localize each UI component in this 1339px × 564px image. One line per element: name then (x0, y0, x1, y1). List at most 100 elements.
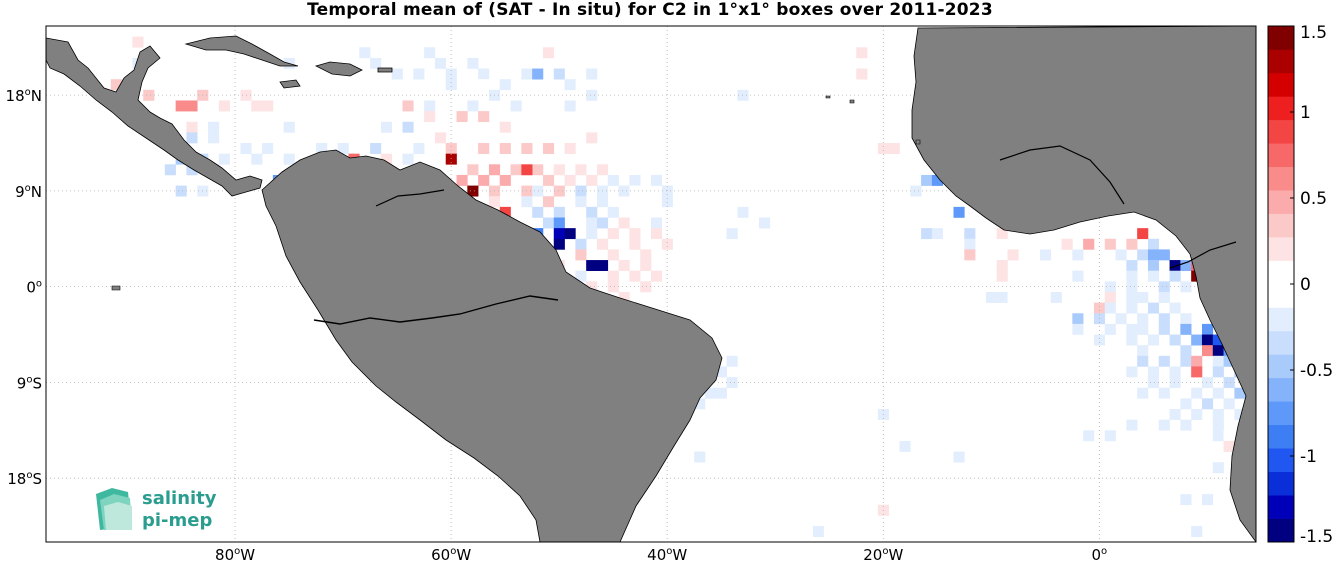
data-cell (1191, 366, 1203, 378)
data-cell (1126, 526, 1138, 537)
data-cell (1223, 430, 1235, 442)
data-cell (975, 291, 987, 303)
colorbar-segment (1268, 401, 1294, 426)
data-cell (607, 174, 619, 186)
data-cell (1169, 409, 1181, 420)
data-cell (931, 174, 943, 186)
data-cell (208, 132, 220, 144)
data-cell (510, 100, 522, 112)
data-cell (553, 217, 565, 229)
data-cell (1072, 291, 1084, 303)
data-cell (1083, 419, 1095, 431)
data-cell (542, 174, 555, 186)
lon-tick-label: 60oW (431, 546, 471, 564)
colorbar-segment (1268, 471, 1294, 496)
data-cell (251, 153, 263, 165)
colorbar-segment (1268, 119, 1294, 144)
data-cell (575, 185, 587, 197)
data-cell (251, 100, 263, 112)
data-cell (672, 483, 684, 495)
data-cell (467, 100, 479, 112)
data-cell (380, 153, 393, 165)
data-cell (424, 100, 436, 112)
data-cell (1126, 366, 1138, 378)
data-cell (532, 68, 544, 80)
data-cell (1158, 323, 1170, 335)
data-cell (370, 143, 382, 154)
data-cell (1061, 238, 1073, 250)
colorbar-segment (1268, 377, 1294, 402)
colorbar-segment (1268, 448, 1294, 472)
data-cell (651, 217, 663, 229)
land-cape-verde (825, 95, 855, 104)
lat-tick-label: 9oS (17, 374, 42, 392)
data-cell (964, 238, 976, 250)
river-amazon (313, 295, 559, 325)
data-cell (823, 526, 835, 537)
data-cell (618, 153, 630, 165)
data-cell (478, 174, 490, 186)
data-cell (402, 153, 414, 165)
data-cell (1158, 387, 1170, 399)
data-cell (953, 526, 965, 537)
data-cell (1169, 260, 1181, 272)
data-cell (1137, 345, 1149, 357)
land-hispaniola (314, 61, 363, 77)
data-cell (715, 387, 727, 399)
data-cell (175, 185, 187, 197)
data-cell (910, 398, 922, 410)
data-cell (467, 57, 479, 69)
lat-tick-label: 0o (26, 279, 42, 297)
data-cell (877, 196, 889, 208)
data-cell (629, 238, 641, 250)
data-cell (1180, 323, 1192, 335)
data-cell (445, 143, 457, 154)
data-cell (1201, 323, 1214, 335)
colorbar-segment (1268, 307, 1294, 332)
data-cell (996, 526, 1008, 537)
data-cell (1104, 291, 1116, 303)
data-cell (143, 89, 155, 101)
data-cell (1147, 249, 1160, 261)
data-cell (445, 79, 457, 91)
data-cell (1072, 313, 1084, 325)
data-cell (218, 100, 230, 112)
data-cell (1169, 377, 1181, 389)
data-cell (1093, 334, 1106, 346)
data-cell (1158, 419, 1170, 431)
data-cell (607, 206, 619, 218)
data-cell (1137, 387, 1149, 399)
data-cell (564, 228, 576, 240)
data-cell (888, 143, 900, 154)
data-cell (478, 79, 490, 91)
data-cell (910, 185, 922, 197)
data-cell (1223, 355, 1235, 367)
data-cell (726, 228, 738, 240)
data-cell (1029, 291, 1041, 303)
land-central-america (46, 37, 263, 197)
data-cell (337, 121, 349, 133)
data-cell (1212, 419, 1224, 431)
data-cell (434, 132, 447, 144)
data-cell (186, 164, 198, 176)
data-cell (1191, 355, 1203, 367)
data-cell (813, 260, 825, 272)
data-cell (542, 143, 555, 154)
data-cell (867, 377, 879, 389)
data-cell (705, 387, 717, 399)
data-cell (283, 121, 295, 133)
data-cell (651, 174, 663, 186)
data-cell (996, 270, 1008, 282)
data-cell (705, 238, 717, 250)
data-cell (564, 143, 576, 154)
river-niger (999, 145, 1125, 205)
colorbar: 1.5 1 0.5 0 -0.5 -1 -1.5 (1267, 23, 1333, 547)
data-cell (1039, 270, 1052, 282)
data-cell (694, 196, 706, 208)
data-cell (1223, 377, 1235, 389)
data-cell (1147, 302, 1160, 314)
data-cell (532, 100, 544, 112)
colorbar-tick-label: 0 (1300, 275, 1311, 295)
data-cell (1126, 323, 1138, 335)
data-cell (1126, 291, 1138, 303)
